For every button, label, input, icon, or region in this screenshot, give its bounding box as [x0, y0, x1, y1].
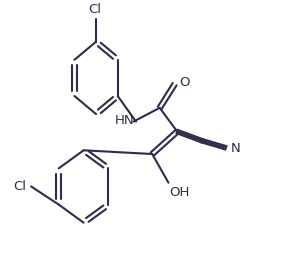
Text: Cl: Cl [88, 3, 101, 16]
Text: Cl: Cl [13, 180, 26, 193]
Text: HN: HN [115, 114, 135, 127]
Text: OH: OH [170, 186, 190, 199]
Text: O: O [179, 76, 190, 89]
Text: N: N [230, 142, 240, 155]
